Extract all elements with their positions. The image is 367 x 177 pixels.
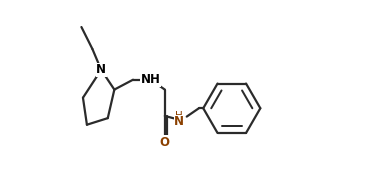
Text: N: N (96, 63, 106, 76)
Text: N: N (174, 115, 184, 128)
Text: H: H (175, 110, 183, 121)
Text: O: O (160, 136, 170, 149)
Text: NH: NH (141, 73, 160, 86)
